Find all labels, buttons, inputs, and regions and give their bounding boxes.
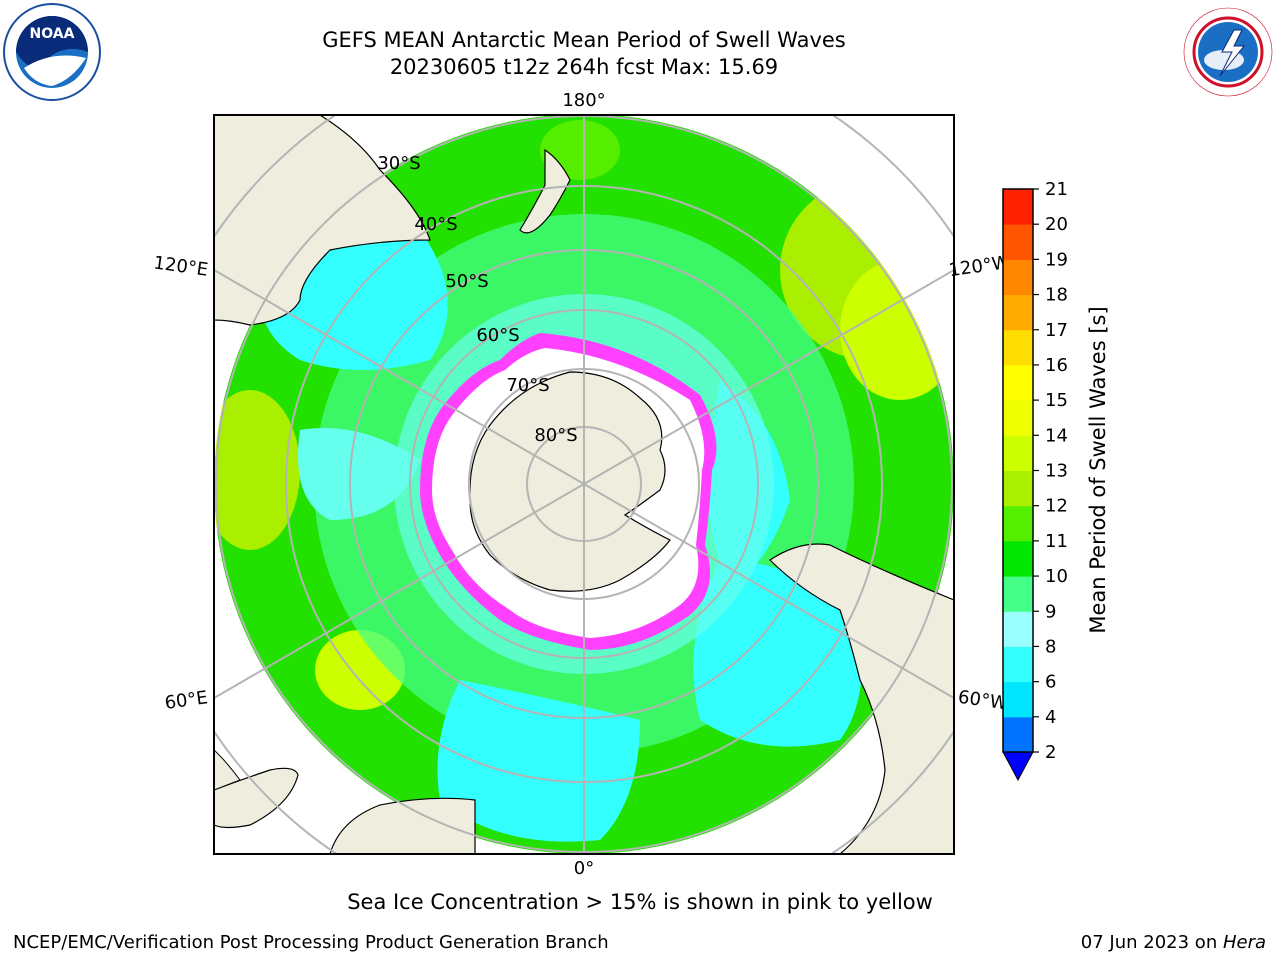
colorbar-label: Mean Period of Swell Waves [s] [1086, 306, 1110, 634]
south-america-landmass [769, 543, 954, 854]
colorbar-tick-label: 4 [1045, 707, 1056, 728]
madagascar-landmass [214, 767, 299, 829]
colorbar-bin [1003, 611, 1033, 647]
lon-label-120w: 120°W [947, 252, 1011, 281]
colorbar-tick-label: 8 [1045, 636, 1056, 657]
colorbar-tick-label: 6 [1045, 672, 1056, 693]
lon-label-0: 0° [574, 858, 594, 879]
colorbar-bin [1003, 540, 1033, 577]
colorbar-tick-label: 2 [1045, 742, 1056, 763]
lon-label-60w: 60°W [957, 687, 1009, 715]
lat-label-30s: 30°S [377, 153, 420, 174]
colorbar-tick-label: 13 [1045, 461, 1068, 482]
colorbar-extend-triangle [1002, 751, 1034, 782]
colorbar-tick-label: 9 [1045, 601, 1056, 622]
colorbar-bin [1003, 505, 1033, 542]
colorbar-tick-label: 16 [1045, 355, 1068, 376]
africa-landmass [329, 797, 476, 854]
lat-label-50s: 50°S [445, 271, 488, 292]
colorbar-bin [1003, 364, 1033, 401]
colorbar: 2 4 6 8 9 10 11 12 13 14 15 16 17 18 19 20 21 [1002, 179, 1068, 782]
noaa-logo-text: NOAA [30, 26, 75, 42]
colorbar-tick-label: 17 [1045, 320, 1068, 341]
noaa-logo-icon: NOAA [3, 3, 101, 101]
colorbar-bin [1003, 224, 1033, 260]
lat-label-40s: 40°S [414, 214, 457, 235]
longitude-grid [214, 115, 954, 854]
australia-landmass [214, 115, 431, 326]
colorbar-tick-label: 21 [1045, 179, 1068, 200]
lat-label-60s: 60°S [476, 325, 519, 346]
colorbar-bin [1003, 189, 1033, 225]
colorbar-tick-label: 12 [1045, 496, 1068, 517]
colorbar-bin [1003, 259, 1033, 296]
colorbar-bin [1003, 294, 1033, 331]
colorbar-tick-label: 20 [1045, 214, 1068, 235]
nws-logo-icon [1180, 4, 1276, 100]
colorbar-bin [1003, 646, 1033, 683]
colorbar-tick-label: 10 [1045, 566, 1068, 587]
lon-label-120e: 120°E [152, 252, 209, 280]
footer-branch: NCEP/EMC/Verification Post Processing Pr… [13, 932, 609, 953]
colorbar-bin [1003, 329, 1033, 366]
colorbar-bin [1003, 681, 1033, 718]
colorbar-tick-label: 11 [1045, 531, 1068, 552]
colorbar-bin [1003, 470, 1033, 507]
colorbar-tick-label: 19 [1045, 249, 1068, 270]
lat-label-80s: 80°S [534, 425, 577, 446]
footer-host: Hera [1222, 932, 1266, 953]
colorbar-bin [1003, 716, 1033, 753]
colorbar-tick-label: 18 [1045, 285, 1068, 306]
chart-title-line1: GEFS MEAN Antarctic Mean Period of Swell… [322, 28, 846, 52]
footer-date-prefix: 07 Jun 2023 on [1080, 932, 1223, 953]
map-frame [213, 114, 955, 855]
colorbar-bin [1003, 435, 1033, 471]
lon-label-60e: 60°E [163, 687, 209, 714]
chart-title-line2: 20230605 t12z 264h fcst Max: 15.69 [389, 55, 779, 79]
colorbar-bin [1003, 576, 1033, 612]
sea-ice-note: Sea Ice Concentration > 15% is shown in … [347, 890, 933, 914]
colorbar-bin [1003, 400, 1033, 436]
colorbar-tick-label: 14 [1045, 425, 1068, 446]
colorbar-tick-label: 15 [1045, 390, 1068, 411]
lat-label-70s: 70°S [506, 375, 549, 396]
footer-date: 07 Jun 2023 on Hera [1081, 932, 1266, 953]
new-zealand-landmass [519, 148, 571, 234]
lon-label-180: 180° [562, 90, 605, 111]
